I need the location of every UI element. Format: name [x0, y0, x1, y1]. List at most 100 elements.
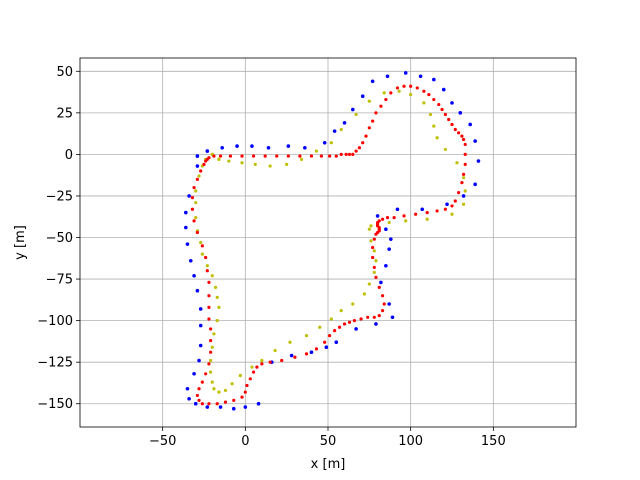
centerline-point [374, 275, 378, 280]
outer-point [385, 74, 390, 79]
inner-point [299, 157, 304, 161]
outer-point [184, 225, 188, 230]
inner-point [450, 212, 454, 216]
outer-point [473, 182, 477, 187]
centerline-point [367, 126, 371, 130]
inner-point [250, 365, 254, 369]
outer-point [387, 302, 391, 306]
inner-point [215, 319, 219, 323]
inner-point [367, 227, 371, 231]
inner-point [435, 136, 439, 140]
centerline-point [371, 119, 375, 123]
inner-point [217, 390, 221, 394]
inner-point [210, 345, 214, 349]
centerline-point [460, 181, 464, 185]
centerline-point [333, 328, 337, 333]
centerline-point [384, 97, 388, 102]
outer-point [379, 280, 383, 285]
centerline-point [245, 383, 249, 388]
inner-point [362, 292, 366, 296]
centerline-point [192, 186, 196, 190]
centerline-point [243, 390, 247, 394]
centerline-point [200, 380, 204, 384]
centerline-point [422, 89, 426, 93]
centerline-point [263, 154, 267, 158]
outer-point [184, 210, 188, 215]
outer-point [418, 74, 423, 79]
centerline-point [293, 355, 297, 359]
inner-point [194, 215, 198, 220]
centerline-point [323, 340, 327, 344]
centerline-point [197, 398, 201, 403]
inner-point [339, 309, 343, 313]
inner-point [369, 239, 373, 243]
centerline-point [207, 280, 211, 284]
y-tick-label: −125 [37, 356, 73, 371]
outer-point [374, 322, 378, 326]
inner-point [354, 112, 358, 117]
inner-point [404, 219, 408, 223]
plot-series [184, 71, 481, 411]
inner-point [253, 162, 257, 166]
inner-point [197, 174, 201, 178]
centerline-point [380, 294, 385, 298]
outer-point [193, 401, 198, 406]
y-tick-label: −150 [37, 397, 73, 412]
outer-point [360, 94, 365, 99]
centerline-point [232, 398, 236, 403]
outer-point [235, 144, 239, 148]
outer-point [450, 101, 454, 105]
inner-point [432, 124, 436, 128]
inner-point [209, 358, 213, 363]
outer-point [384, 227, 388, 232]
inner-point [382, 91, 386, 95]
y-tick-label: −100 [37, 314, 73, 329]
inner-point [387, 220, 391, 225]
centerline-point [195, 177, 199, 181]
outer-point [458, 111, 463, 115]
inner-point [372, 249, 376, 253]
outer-point [256, 401, 261, 406]
inner-point [210, 380, 214, 384]
outer-point [205, 149, 210, 153]
inner-point [339, 127, 343, 132]
inner-point [461, 202, 466, 206]
outer-point [205, 405, 210, 409]
centerline-point [202, 162, 206, 166]
centerline-point [432, 97, 436, 102]
centerline-point [337, 325, 342, 329]
y-tick-label: 25 [56, 106, 73, 121]
outer-point [231, 406, 236, 411]
grid-lines [80, 58, 576, 427]
outer-point [309, 350, 314, 355]
centerline-point [240, 395, 244, 399]
inner-point [425, 217, 429, 221]
outer-point [192, 273, 196, 278]
centerline-point [334, 154, 338, 158]
centerline-point [374, 111, 378, 115]
outer-point [432, 77, 436, 82]
inner-point [409, 92, 413, 97]
centerline-point [463, 162, 467, 166]
centerline-point [207, 294, 211, 298]
centerline-point [209, 338, 213, 343]
centerline-point [450, 204, 454, 208]
outer-point [342, 121, 347, 125]
centerline-point [195, 393, 199, 398]
inner-point [212, 387, 216, 391]
centerline-point [309, 154, 314, 158]
outer-point [187, 194, 191, 198]
outer-point [370, 79, 375, 84]
centerline-point [379, 104, 383, 108]
centerline-point [328, 333, 332, 338]
centerline-point [199, 169, 203, 173]
centerline-point [304, 352, 309, 356]
centerline-point [215, 402, 219, 406]
centerline-point [200, 244, 204, 248]
centerline-point [252, 370, 256, 374]
centerline-point [437, 102, 441, 107]
centerline-point [209, 350, 213, 354]
centerline-point [371, 255, 375, 260]
centerline-point [414, 212, 418, 216]
